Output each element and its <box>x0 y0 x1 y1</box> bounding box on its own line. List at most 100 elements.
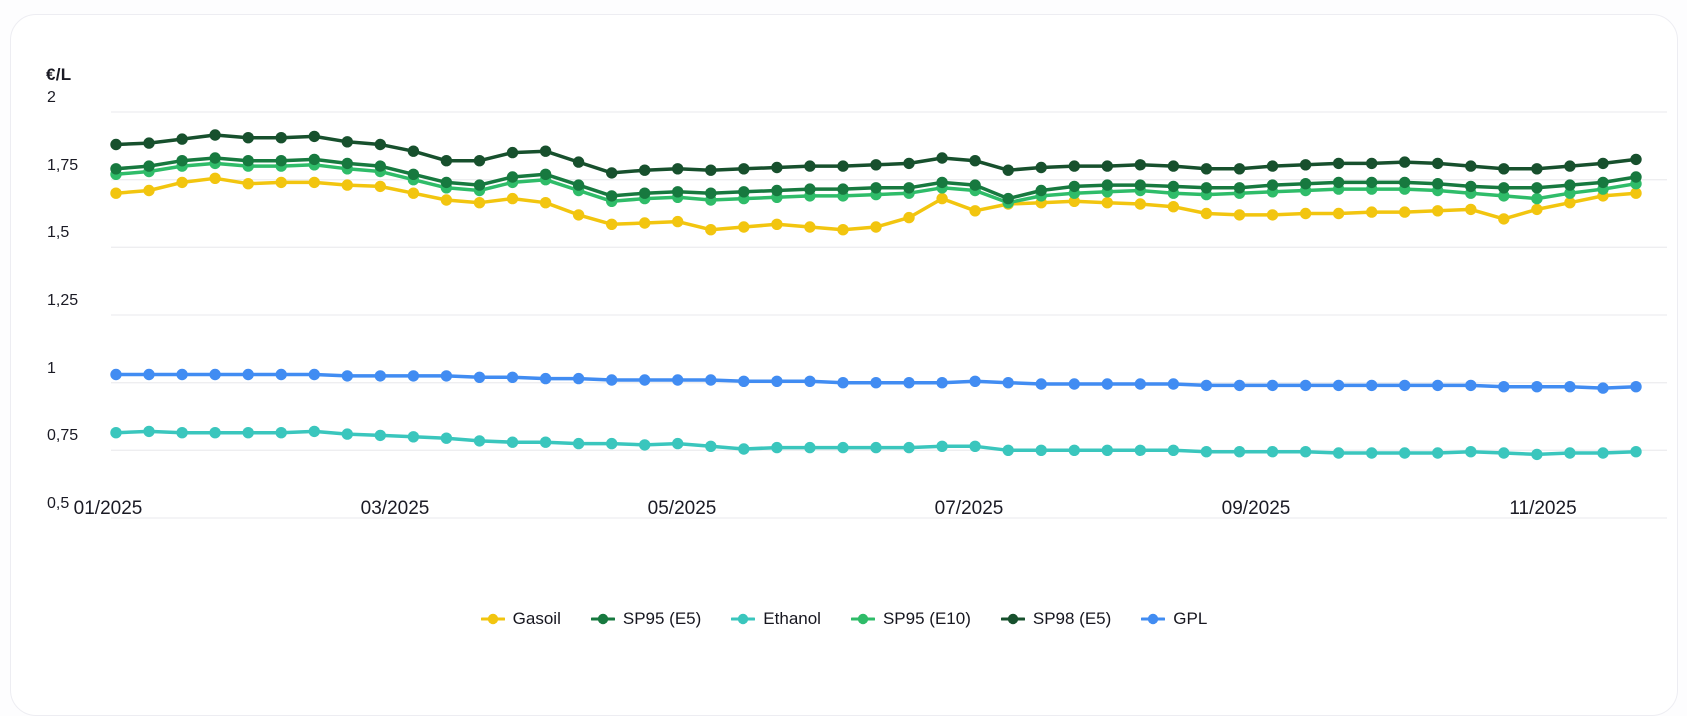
data-point <box>110 138 122 151</box>
data-point <box>771 161 783 174</box>
data-point <box>1167 160 1180 172</box>
data-point <box>572 372 585 385</box>
data-point <box>870 377 882 389</box>
data-point <box>572 179 585 191</box>
data-point <box>473 155 486 167</box>
data-point <box>705 164 717 176</box>
data-point <box>1233 163 1246 175</box>
data-point <box>1035 161 1047 174</box>
legend-item-sp98-e5[interactable]: SP98 (E5) <box>1000 609 1111 629</box>
data-point <box>1630 446 1642 458</box>
data-point <box>1432 447 1444 459</box>
data-point <box>1432 157 1444 170</box>
data-point <box>308 425 320 438</box>
data-point <box>1399 206 1411 218</box>
data-point <box>1167 180 1180 193</box>
data-point <box>1167 378 1180 390</box>
data-point <box>1101 378 1114 390</box>
data-point <box>1101 197 1114 209</box>
data-point <box>407 145 420 157</box>
data-point <box>143 425 155 438</box>
data-point <box>1432 379 1444 392</box>
y-axis-tick-label: 1,75 <box>47 156 79 174</box>
legend-label: Gasoil <box>512 609 561 628</box>
data-point <box>606 190 618 202</box>
price-trend-chart <box>110 111 1667 519</box>
data-point <box>1399 447 1411 459</box>
data-point <box>440 194 453 206</box>
data-point <box>804 160 816 172</box>
x-axis-tick-label: 03/2025 <box>360 498 430 519</box>
data-point <box>1134 179 1147 191</box>
data-point <box>870 182 882 194</box>
data-point <box>506 436 519 448</box>
data-point <box>606 437 618 450</box>
y-axis-tick-label: 0,75 <box>47 427 79 445</box>
data-point <box>738 375 750 387</box>
data-point <box>672 215 684 228</box>
data-point <box>1465 379 1477 392</box>
legend-item-sp95-e10[interactable]: SP95 (E10) <box>850 609 971 629</box>
data-point <box>308 130 320 143</box>
data-point <box>275 155 287 167</box>
x-axis-tick-label: 11/2025 <box>1509 498 1577 519</box>
legend-item-ethanol[interactable]: Ethanol <box>731 609 821 629</box>
data-point <box>1531 163 1543 175</box>
data-point <box>341 157 353 170</box>
data-point <box>936 152 948 164</box>
data-point <box>1366 206 1378 218</box>
legend-item-gasoil[interactable]: Gasoil <box>480 609 561 629</box>
data-point <box>1531 448 1543 461</box>
data-point <box>936 377 948 389</box>
data-point <box>1597 382 1609 394</box>
data-point <box>771 375 783 387</box>
data-point <box>143 184 155 197</box>
data-point <box>572 209 585 221</box>
data-point <box>1266 446 1279 458</box>
data-point <box>275 176 287 189</box>
data-point <box>738 221 750 233</box>
data-point <box>1366 379 1378 392</box>
data-point <box>275 132 287 144</box>
data-point <box>341 370 353 382</box>
data-point <box>1233 209 1246 221</box>
data-point <box>837 224 849 236</box>
legend-item-sp95-e5[interactable]: SP95 (E5) <box>590 609 701 629</box>
data-point <box>672 374 684 386</box>
legend-label: GPL <box>1173 609 1208 628</box>
data-point <box>407 187 420 199</box>
data-point <box>1266 379 1279 392</box>
data-point <box>1200 207 1213 220</box>
data-point <box>804 375 816 387</box>
data-point <box>1630 381 1642 393</box>
data-point <box>440 155 453 167</box>
data-point <box>308 176 320 189</box>
data-point <box>1068 160 1081 172</box>
data-point <box>506 171 519 183</box>
data-point <box>209 427 221 439</box>
data-point <box>242 132 254 144</box>
data-point <box>705 440 717 452</box>
data-point <box>1564 179 1576 191</box>
data-point <box>1035 378 1047 390</box>
series-gpl <box>110 368 1642 394</box>
data-point <box>1399 379 1411 392</box>
data-point <box>1630 153 1642 166</box>
data-point <box>473 179 486 191</box>
legend-label: Ethanol <box>763 609 821 628</box>
y-axis-tick-label: 0,5 <box>47 495 70 512</box>
data-point <box>1035 184 1047 197</box>
data-point <box>903 157 915 170</box>
data-point <box>242 427 254 439</box>
legend-item-gpl[interactable]: GPL <box>1141 609 1207 629</box>
data-point <box>506 192 519 205</box>
data-point <box>1266 179 1279 191</box>
data-point <box>341 179 353 191</box>
data-point <box>1366 157 1378 170</box>
data-point <box>1266 209 1279 221</box>
y-axis-tick-label: 1,25 <box>47 292 79 309</box>
data-point <box>936 440 948 452</box>
data-point <box>209 129 221 141</box>
data-point <box>473 435 486 447</box>
series-gasoil <box>110 172 1642 236</box>
